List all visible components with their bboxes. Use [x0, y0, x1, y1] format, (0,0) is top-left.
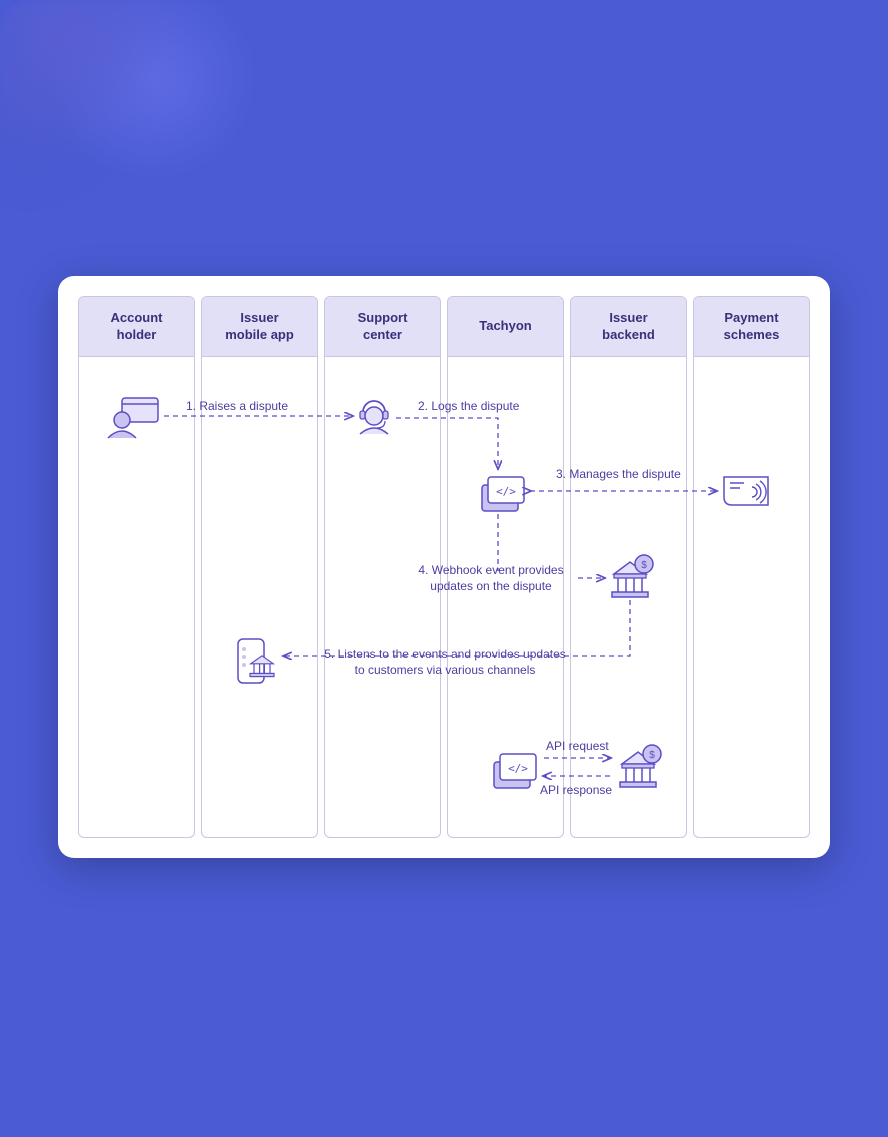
diagram-panel: Account holder Issuer mobile app Support [58, 276, 830, 858]
decorative-noise [0, 0, 280, 220]
lane-support-center: Support center [324, 296, 441, 838]
lane-header: Payment schemes [694, 297, 809, 357]
lane-title: Payment schemes [724, 310, 780, 344]
lane-header: Issuer backend [571, 297, 686, 357]
lane-title: Account holder [111, 310, 163, 344]
lane-account-holder: Account holder [78, 296, 195, 838]
lane-title: Issuer backend [602, 310, 655, 344]
lane-header: Account holder [79, 297, 194, 357]
lane-tachyon: Tachyon [447, 296, 564, 838]
lane-title-l1: Tachyon [479, 318, 532, 333]
lane-header: Support center [325, 297, 440, 357]
lane-title-l2: center [363, 327, 402, 342]
lane-title-l2: mobile app [225, 327, 294, 342]
lane-payment-schemes: Payment schemes [693, 296, 810, 838]
lane-title-l2: schemes [724, 327, 780, 342]
swimlanes: Account holder Issuer mobile app Support [78, 296, 810, 838]
lane-title-l1: Payment [724, 310, 778, 325]
lane-issuer-backend: Issuer backend [570, 296, 687, 838]
lane-title-l1: Support [358, 310, 408, 325]
lane-title: Issuer mobile app [225, 310, 294, 344]
lane-header: Tachyon [448, 297, 563, 357]
lane-title-l2: backend [602, 327, 655, 342]
lane-title-l2: holder [117, 327, 157, 342]
lane-title-l1: Issuer [240, 310, 278, 325]
lane-issuer-app: Issuer mobile app [201, 296, 318, 838]
lane-title: Support center [358, 310, 408, 344]
lane-title-l1: Issuer [609, 310, 647, 325]
outer-card: Account holder Issuer mobile app Support [0, 0, 888, 1137]
lane-header: Issuer mobile app [202, 297, 317, 357]
lane-title-l1: Account [111, 310, 163, 325]
lane-title: Tachyon [479, 318, 532, 335]
